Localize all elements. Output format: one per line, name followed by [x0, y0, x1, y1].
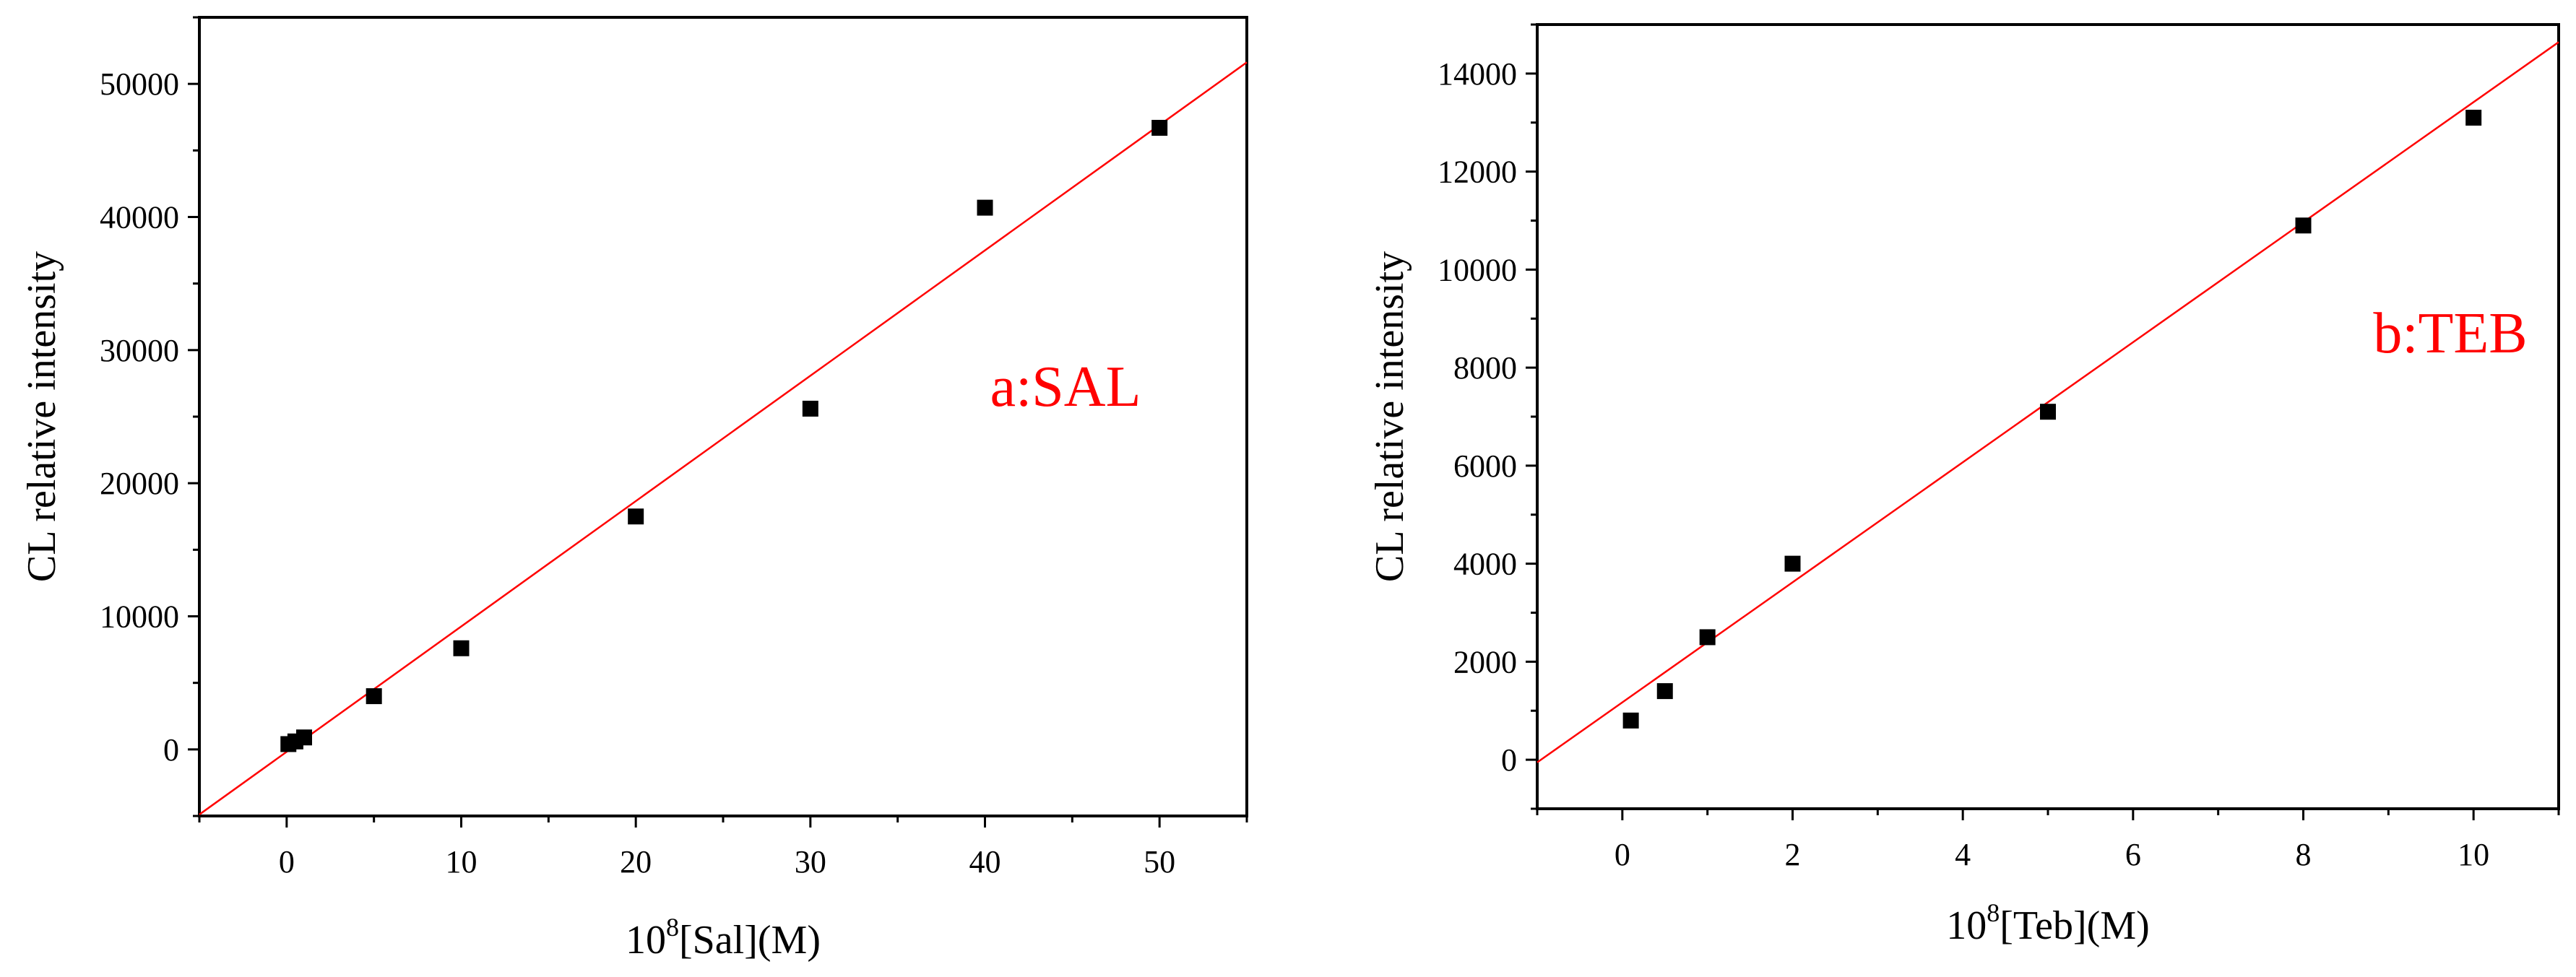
chart-panel-teb: 0 2 4 6 8 1002000400060008000100001200014000 …: [1367, 23, 2560, 948]
y-tick-label: 50000: [100, 66, 179, 102]
x-tick-label: 10: [2458, 837, 2489, 872]
x-tick-label: 0: [279, 844, 295, 880]
x-axis-title-rest: [Teb](M): [2000, 903, 2150, 948]
x-tick-label: 50: [1144, 844, 1175, 880]
fit-line: [1536, 41, 2559, 763]
y-tick-label: 0: [163, 732, 179, 768]
x-tick-label: 20: [620, 844, 652, 880]
x-axis-title-exponent: 8: [666, 913, 679, 942]
y-tick-label: 30000: [100, 333, 179, 368]
panel-label: a:SAL: [990, 355, 1141, 419]
x-axis-title-base: 10: [1946, 903, 1987, 948]
x-axis-title: 108[Sal](M): [626, 913, 821, 963]
y-tick-label: 10000: [100, 599, 179, 635]
panel-label: b:TEB: [2373, 302, 2527, 365]
data-point: [1622, 712, 1639, 729]
data-point: [2295, 217, 2312, 234]
y-tick-label: 14000: [1438, 56, 1517, 92]
x-axis-title-rest: [Sal](M): [679, 918, 821, 963]
y-tick-label: 12000: [1438, 155, 1517, 190]
y-tick-label: 40000: [100, 200, 179, 235]
x-axis-title-exponent: 8: [1987, 898, 2000, 927]
y-tick-label: 2000: [1453, 644, 1517, 679]
data-point: [1151, 119, 1168, 136]
x-tick-label: 30: [795, 844, 826, 880]
fit-line: [199, 61, 1248, 815]
x-tick-label: 6: [2125, 837, 2141, 872]
data-point: [802, 400, 818, 417]
y-tick-label: 6000: [1453, 448, 1517, 484]
data-point: [2040, 404, 2056, 420]
data-point: [1699, 629, 1716, 646]
x-tick-label: 8: [2296, 837, 2312, 872]
y-tick-label: 8000: [1453, 350, 1517, 386]
data-point: [2465, 109, 2482, 126]
x-axis-title-base: 10: [626, 918, 666, 963]
x-tick-label: 40: [969, 844, 1001, 880]
y-tick-label: 10000: [1438, 252, 1517, 287]
data-point: [453, 640, 470, 656]
data-point: [628, 508, 644, 525]
y-tick-label: 0: [1501, 742, 1517, 778]
data-point: [296, 729, 312, 746]
y-axis-title: CL relative intensity: [20, 251, 64, 582]
x-axis-title: 108[Teb](M): [1946, 898, 2150, 948]
data-point: [366, 688, 382, 705]
y-tick-label: 20000: [100, 466, 179, 501]
x-tick-label: 10: [446, 844, 477, 880]
y-axis-title: CL relative intensity: [1367, 251, 1412, 582]
data-point: [1656, 683, 1673, 700]
x-tick-label: 4: [1955, 837, 1971, 872]
x-tick-label: 2: [1785, 837, 1801, 872]
y-tick-label: 4000: [1453, 547, 1517, 582]
chart-panel-sal: 0 10 20 30 40 50 0 10000 20000 30000 40000 50000 a:…: [20, 16, 1248, 963]
x-tick-label: 0: [1615, 837, 1630, 872]
data-point: [1784, 555, 1801, 572]
data-point: [977, 199, 993, 216]
